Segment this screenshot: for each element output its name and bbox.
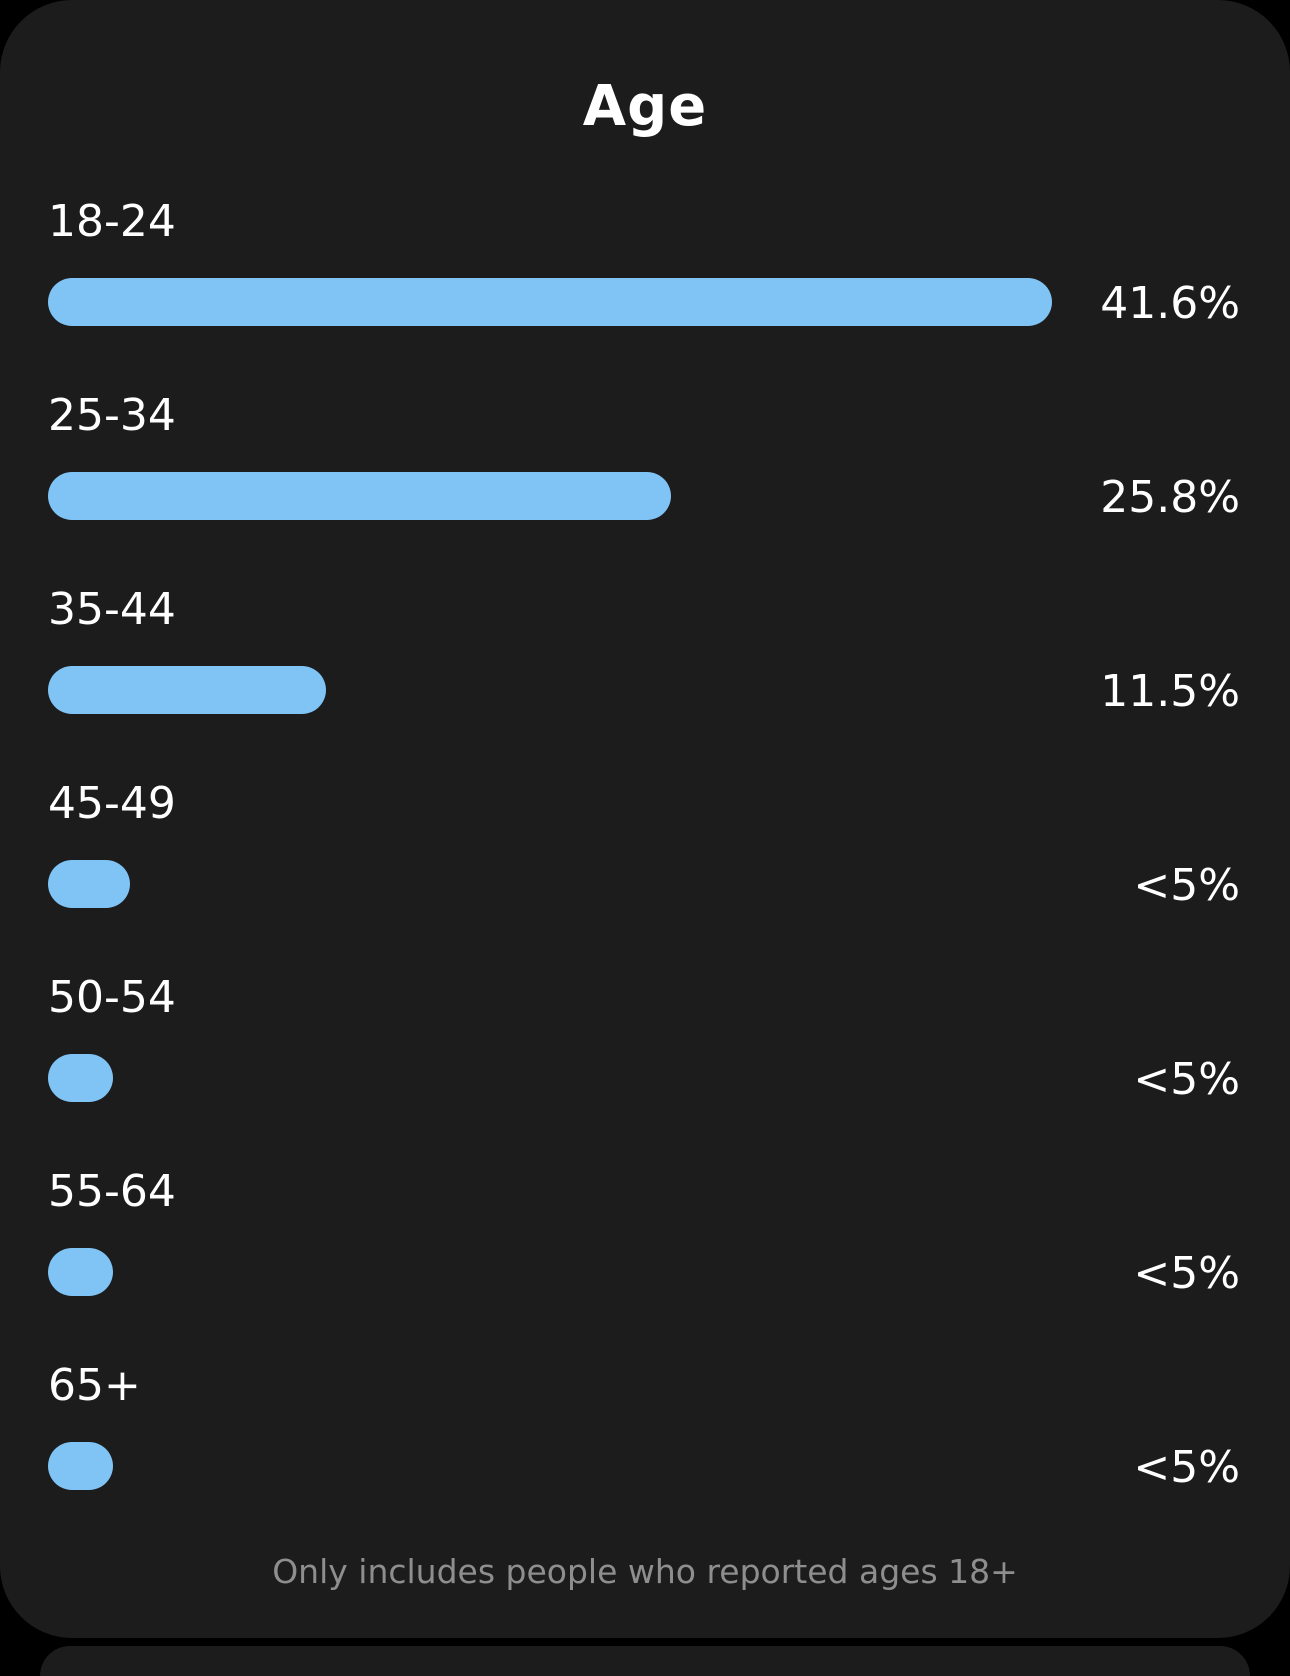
- footnote: Only includes people who reported ages 1…: [272, 1552, 1018, 1591]
- age-range-label: 55-64: [48, 1166, 176, 1217]
- age-row: 65+ <5%: [0, 1360, 1290, 1554]
- percentage-value: 11.5%: [1100, 666, 1240, 717]
- age-row: 18-24 41.6%: [0, 196, 1290, 390]
- percentage-value: 41.6%: [1100, 278, 1240, 329]
- percentage-value: <5%: [1133, 1248, 1240, 1299]
- age-range-label: 35-44: [48, 584, 176, 635]
- age-row: 25-34 25.8%: [0, 390, 1290, 584]
- age-range-label: 45-49: [48, 778, 176, 829]
- age-range-label: 50-54: [48, 972, 176, 1023]
- bar-track: [48, 472, 1052, 520]
- age-bar: [48, 1442, 113, 1490]
- bar-track: [48, 1442, 1052, 1490]
- age-bar: [48, 1248, 113, 1296]
- age-row: 50-54 <5%: [0, 972, 1290, 1166]
- percentage-value: <5%: [1133, 1442, 1240, 1493]
- percentage-value: 25.8%: [1100, 472, 1240, 523]
- age-range-label: 18-24: [48, 196, 176, 247]
- age-bar: [48, 666, 326, 714]
- age-row: 35-44 11.5%: [0, 584, 1290, 778]
- bar-track: [48, 860, 1052, 908]
- age-bar: [48, 1054, 113, 1102]
- age-row: 55-64 <5%: [0, 1166, 1290, 1360]
- card-title: Age: [582, 74, 708, 139]
- next-card-edge: [40, 1646, 1250, 1676]
- age-row: 45-49 <5%: [0, 778, 1290, 972]
- percentage-value: <5%: [1133, 1054, 1240, 1105]
- age-card: Age 18-24 41.6% 25-34 25.8% 35-44 11.5% 45-49 <…: [0, 0, 1290, 1638]
- age-bar: [48, 860, 130, 908]
- age-range-label: 65+: [48, 1360, 141, 1411]
- bar-track: [48, 1054, 1052, 1102]
- percentage-value: <5%: [1133, 860, 1240, 911]
- bar-track: [48, 1248, 1052, 1296]
- bar-track: [48, 278, 1052, 326]
- age-bar: [48, 278, 1052, 326]
- bar-track: [48, 666, 1052, 714]
- age-bar: [48, 472, 671, 520]
- age-range-label: 25-34: [48, 390, 176, 441]
